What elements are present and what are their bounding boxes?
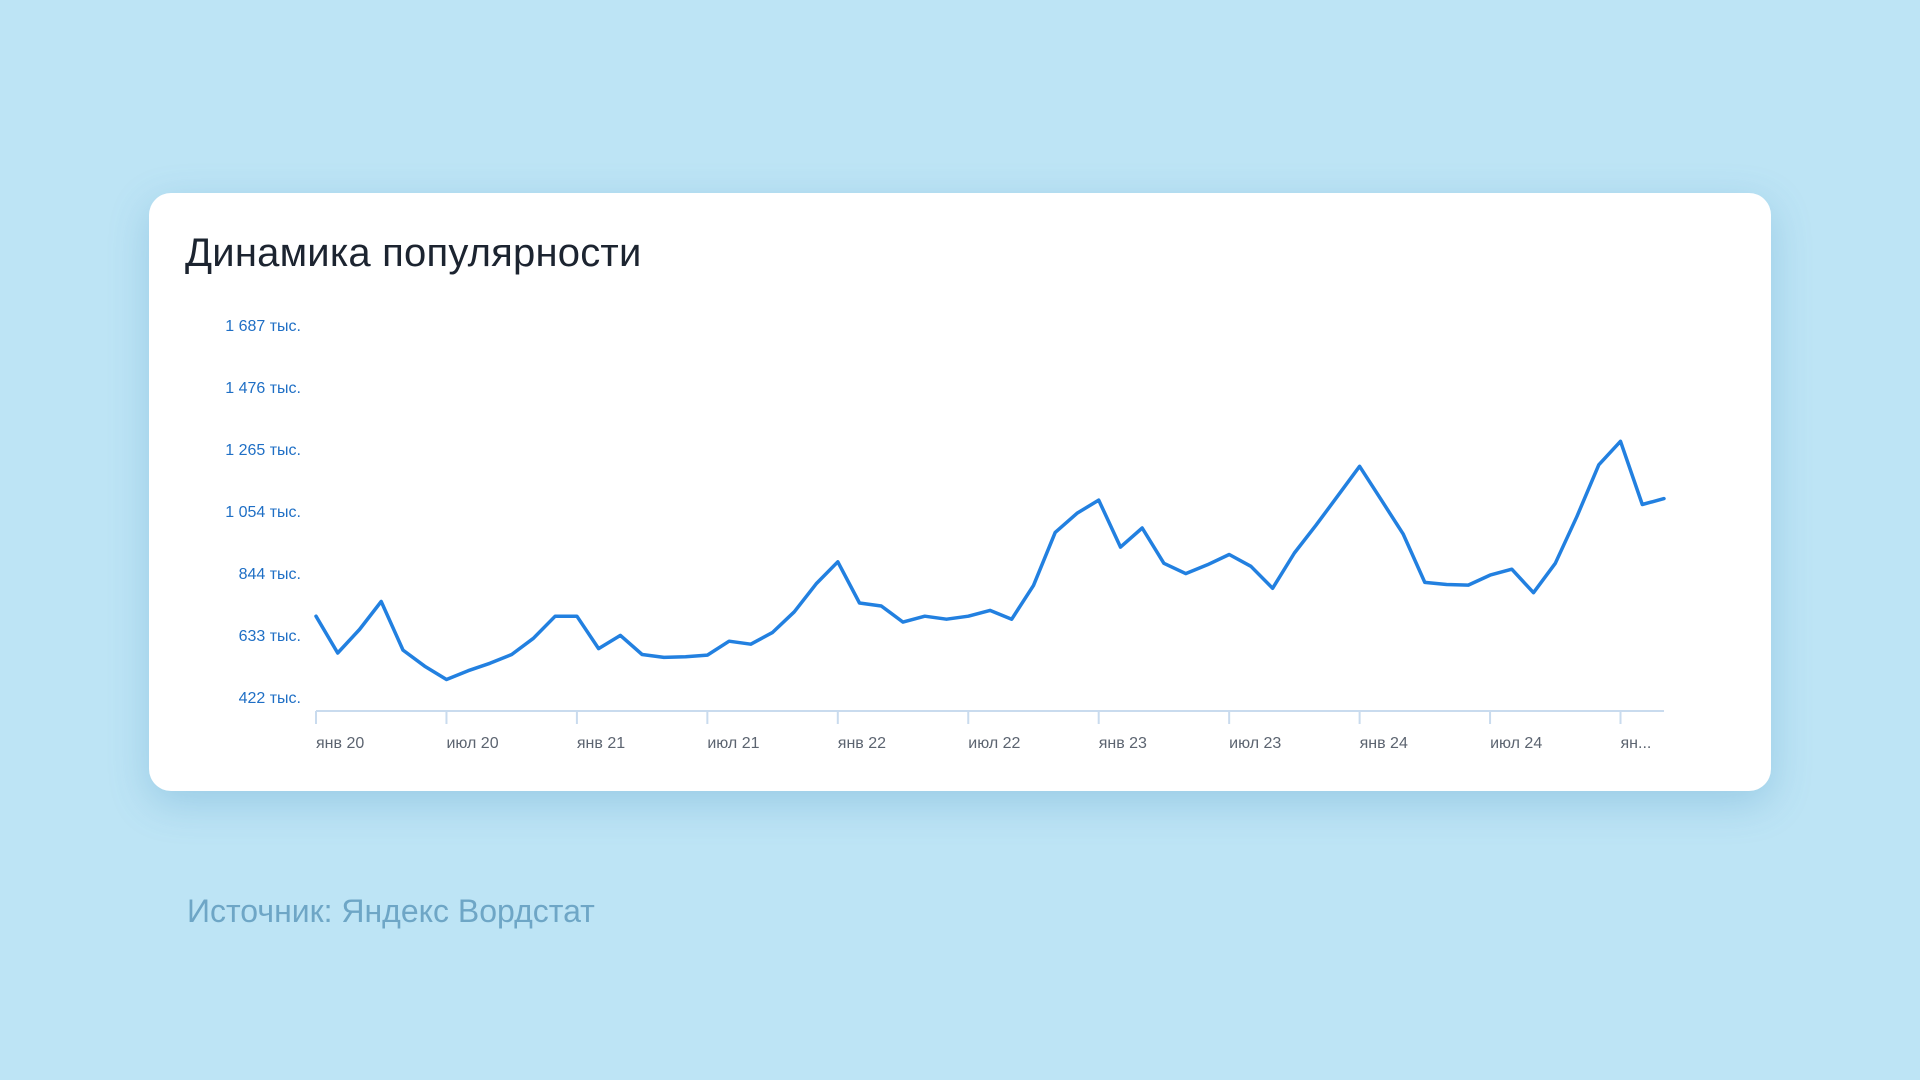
y-tick-label: 1 265 тыс. [225,442,301,459]
series-line [314,439,1666,682]
y-tick-label: 844 тыс. [239,566,301,583]
x-tick-label: янв 22 [838,735,886,752]
line-chart: 422 тыс. 633 тыс. 844 тыс. 1 054 тыс. 1 265 … [225,318,1666,752]
x-tick-label: июл 22 [968,735,1020,752]
y-tick-label: 422 тыс. [239,690,301,707]
y-tick-label: 633 тыс. [239,628,301,645]
x-tick-label: ян... [1621,735,1652,752]
x-tick-label: июл 21 [707,735,759,752]
x-tick-label: янв 23 [1099,735,1147,752]
y-tick-label: 1 687 тыс. [225,318,301,335]
chart-card: Динамика популярности 422 тыс. 633 тыс. 84… [149,193,1771,791]
x-tick-label: июл 20 [446,735,498,752]
x-tick-label: июл 23 [1229,735,1281,752]
x-tick-label: янв 20 [316,735,364,752]
y-tick-label: 1 054 тыс. [225,504,301,521]
source-caption: Источник: Яндекс Вордстат [187,893,595,929]
y-tick-label: 1 476 тыс. [225,380,301,397]
chart-title: Динамика популярности [185,231,642,275]
x-tick-label: янв 21 [577,735,625,752]
x-tick-label: июл 24 [1490,735,1542,752]
x-tick-label: янв 24 [1360,735,1408,752]
